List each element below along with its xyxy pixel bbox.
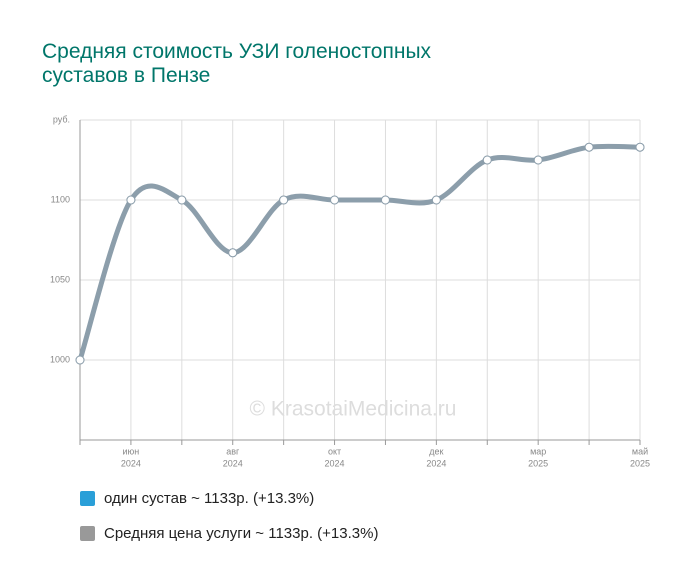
x-tick-label: июн <box>123 446 140 456</box>
x-tick-label: дек <box>429 446 443 456</box>
legend-label: Средняя цена услуги ~ 1133р. (+13.3%) <box>104 525 378 542</box>
x-tick-year: 2024 <box>223 458 243 468</box>
y-tick-label: 1050 <box>50 274 70 284</box>
point <box>431 195 441 205</box>
y-tick-label: 1000 <box>50 354 70 364</box>
point <box>380 195 390 205</box>
x-tick-label: авг <box>226 446 240 456</box>
x-tick-label: мар <box>530 446 546 456</box>
point <box>533 155 543 165</box>
x-tick-year: 2025 <box>528 458 548 468</box>
x-tick-year: 2025 <box>630 458 650 468</box>
point <box>279 195 289 205</box>
x-tick-label: окт <box>328 446 341 456</box>
x-tick-year: 2024 <box>426 458 446 468</box>
x-tick-label: май <box>632 446 648 456</box>
point <box>228 248 238 258</box>
legend-label: один сустав ~ 1133р. (+13.3%) <box>104 490 314 507</box>
point <box>584 142 594 152</box>
point <box>126 195 136 205</box>
point <box>635 142 645 152</box>
point <box>482 155 492 165</box>
series-line <box>79 145 641 361</box>
point <box>330 195 340 205</box>
point <box>177 195 187 205</box>
watermark: © KrasotaiMedicina.ru <box>250 398 457 421</box>
series-line <box>77 143 641 361</box>
y-tick-label: 1100 <box>51 194 70 204</box>
x-tick-year: 2024 <box>121 458 141 468</box>
chart-title: Средняя стоимость УЗИ голеностопных суст… <box>42 40 432 87</box>
legend-swatch <box>80 491 95 506</box>
x-tick-year: 2024 <box>325 458 345 468</box>
legend-swatch <box>80 526 95 541</box>
y-tick-label: руб. <box>53 114 70 124</box>
point <box>75 355 85 365</box>
